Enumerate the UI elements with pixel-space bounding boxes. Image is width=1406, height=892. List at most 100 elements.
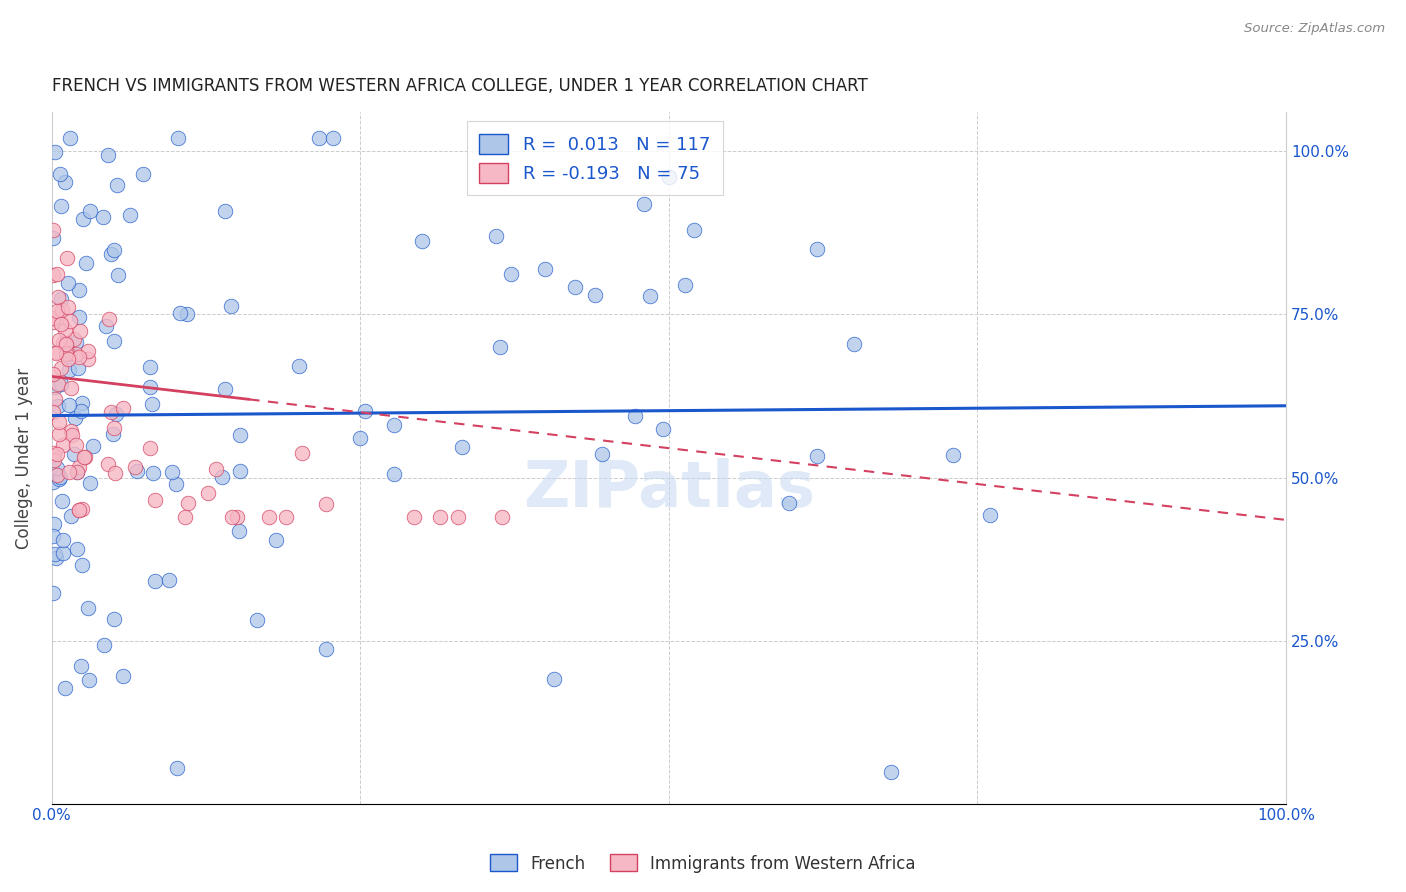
- Point: [322, 131, 344, 145]
- Point: [49, 361, 72, 376]
- Text: FRENCH VS IMMIGRANTS FROM WESTERN AFRICA COLLEGE, UNDER 1 YEAR CORRELATION CHART: FRENCH VS IMMIGRANTS FROM WESTERN AFRICA…: [52, 78, 868, 95]
- Point: [42, 268, 65, 282]
- Legend: R =  0.013   N = 117, R = -0.193   N = 75: R = 0.013 N = 117, R = -0.193 N = 75: [467, 121, 723, 195]
- Point: [165, 477, 187, 491]
- Point: [169, 306, 191, 320]
- Point: [682, 222, 704, 236]
- Point: [48, 333, 70, 347]
- Point: [45, 447, 67, 461]
- Point: [246, 613, 269, 627]
- Point: [623, 409, 645, 423]
- Point: [564, 280, 586, 294]
- Point: [67, 460, 90, 475]
- Point: [53, 175, 76, 189]
- Point: [979, 508, 1001, 522]
- Point: [45, 268, 67, 282]
- Point: [75, 256, 97, 270]
- Point: [46, 377, 69, 392]
- Point: [842, 337, 865, 351]
- Point: [53, 323, 76, 337]
- Point: [42, 230, 65, 244]
- Point: [72, 501, 94, 516]
- Point: [52, 438, 75, 452]
- Point: [288, 359, 311, 374]
- Point: [96, 457, 118, 471]
- Point: [69, 351, 91, 365]
- Point: [229, 428, 252, 442]
- Point: [66, 465, 89, 479]
- Point: [315, 497, 337, 511]
- Point: [56, 352, 79, 367]
- Point: [67, 503, 90, 517]
- Point: [79, 475, 101, 490]
- Point: [58, 347, 80, 361]
- Point: [63, 332, 86, 346]
- Point: [69, 658, 91, 673]
- Point: [221, 509, 243, 524]
- Point: [145, 574, 167, 588]
- Point: [76, 343, 98, 358]
- Point: [45, 461, 67, 475]
- Point: [67, 283, 90, 297]
- Point: [214, 382, 236, 396]
- Point: [97, 311, 120, 326]
- Point: [176, 307, 198, 321]
- Point: [58, 314, 80, 328]
- Point: [197, 486, 219, 500]
- Point: [56, 276, 79, 290]
- Point: [105, 407, 128, 421]
- Point: [942, 448, 965, 462]
- Point: [219, 299, 242, 313]
- Point: [105, 178, 128, 192]
- Point: [806, 242, 828, 256]
- Point: [211, 469, 233, 483]
- Point: [162, 466, 184, 480]
- Point: [640, 289, 662, 303]
- Point: [42, 585, 65, 599]
- Point: [591, 447, 613, 461]
- Point: [534, 261, 557, 276]
- Point: [205, 461, 228, 475]
- Point: [880, 764, 903, 779]
- Point: [56, 345, 79, 359]
- Point: [103, 243, 125, 257]
- Text: ZIPatlas: ZIPatlas: [523, 458, 815, 520]
- Point: [55, 338, 77, 352]
- Point: [60, 428, 83, 442]
- Point: [489, 340, 512, 354]
- Point: [806, 450, 828, 464]
- Point: [501, 268, 523, 282]
- Point: [44, 547, 66, 561]
- Point: [79, 203, 101, 218]
- Point: [59, 131, 82, 145]
- Point: [42, 529, 65, 543]
- Point: [76, 601, 98, 615]
- Point: [142, 466, 165, 480]
- Point: [65, 335, 87, 350]
- Point: [70, 558, 93, 573]
- Point: [65, 541, 87, 556]
- Text: Source: ZipAtlas.com: Source: ZipAtlas.com: [1244, 22, 1385, 36]
- Point: [42, 315, 65, 329]
- Point: [48, 426, 70, 441]
- Point: [51, 493, 73, 508]
- Point: [583, 288, 606, 302]
- Point: [42, 516, 65, 531]
- Point: [315, 642, 337, 657]
- Point: [100, 405, 122, 419]
- Point: [42, 367, 65, 381]
- Point: [72, 450, 94, 465]
- Point: [485, 229, 508, 244]
- Point: [382, 467, 405, 481]
- Point: [132, 167, 155, 181]
- Point: [42, 222, 65, 236]
- Point: [103, 420, 125, 434]
- Point: [58, 398, 80, 412]
- Point: [225, 509, 247, 524]
- Point: [46, 290, 69, 304]
- Point: [63, 410, 86, 425]
- Point: [70, 396, 93, 410]
- Point: [103, 466, 125, 480]
- Point: [82, 439, 104, 453]
- Point: [59, 424, 82, 438]
